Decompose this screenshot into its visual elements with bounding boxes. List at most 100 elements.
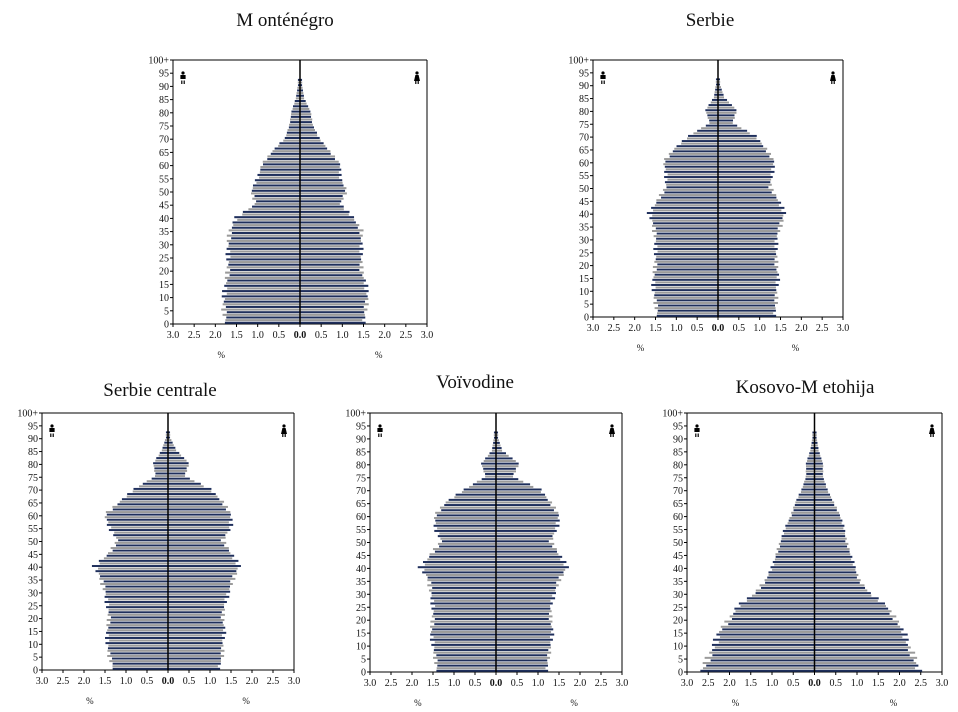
bar-right-age-14 [718, 278, 781, 281]
x-tick-label: 1.0 [204, 676, 217, 687]
bar-left-age-59 [434, 517, 496, 519]
bar-left-age-3 [702, 662, 815, 665]
bar-right-age-48 [300, 195, 343, 198]
bar-left-age-55 [259, 176, 300, 179]
bar-right-age-73 [300, 129, 315, 132]
bar-left-age-49 [437, 542, 496, 545]
bar-right-age-60 [168, 513, 231, 516]
bar-right-age-12 [814, 638, 909, 641]
chart-title: M onténégro [236, 10, 334, 31]
bar-left-age-91 [297, 81, 300, 84]
bar-right-age-34 [168, 580, 231, 583]
bar-left-age-46 [434, 550, 496, 553]
bar-left-age-70 [463, 488, 496, 491]
x-tick-label: 1.0 [251, 330, 264, 341]
bar-left-age-26 [430, 602, 496, 605]
bar-right-age-2 [168, 662, 221, 665]
bar-right-age-75 [168, 475, 186, 478]
bar-right-age-7 [718, 296, 779, 299]
y-tick-label: 50 [159, 188, 169, 199]
bar-left-age-62 [793, 509, 815, 512]
bar-left-age-25 [109, 603, 168, 606]
bar-right-age-80 [168, 462, 189, 465]
bar-left-age-89 [493, 439, 496, 442]
bar-left-age-39 [424, 568, 496, 571]
x-tick-label: 2.5 [385, 678, 398, 689]
bar-right-age-35 [718, 224, 783, 227]
bar-left-age-67 [126, 495, 168, 498]
x-tick-label: 1.5 [872, 678, 885, 689]
bar-left-age-80 [291, 110, 300, 113]
bar-left-age-19 [652, 266, 718, 268]
bar-left-age-52 [252, 184, 300, 187]
bar-right-age-12 [496, 638, 553, 641]
bar-right-age-26 [300, 253, 363, 256]
pyramid-voivodine: Voïvodine 0 5 10 15 20 25 30 35 40 45 50 55 60 65 70 75… [320, 372, 630, 710]
x-tick-label: 2.0 [378, 330, 391, 341]
y-tick-label: 5 [33, 653, 38, 664]
bar-left-age-55 [785, 527, 815, 530]
bar-left-age-34 [103, 580, 168, 583]
x-tick-label: 1.5 [357, 330, 370, 341]
bar-right-age-25 [300, 255, 361, 258]
y-tick-label: 15 [159, 280, 169, 291]
bar-left-age-9 [108, 644, 168, 647]
x-tick-label: 2.5 [267, 676, 280, 687]
bar-left-age-17 [720, 625, 815, 628]
bar-left-age-42 [242, 210, 300, 213]
y-tick-label: 70 [28, 486, 38, 497]
bar-right-age-61 [814, 511, 840, 514]
bar-right-age-23 [496, 610, 552, 613]
bar-left-age-41 [99, 562, 168, 565]
bar-left-age-45 [254, 202, 300, 205]
bar-right-age-63 [300, 155, 336, 158]
bar-right-age-16 [814, 628, 904, 631]
bar-right-age-41 [496, 563, 564, 566]
y-tick-label: 95 [28, 421, 38, 432]
bar-right-age-49 [814, 542, 849, 545]
y-tick-label: 40 [579, 210, 589, 221]
bar-left-age-54 [434, 529, 496, 532]
bar-left-age-82 [156, 457, 168, 460]
bar-right-age-43 [814, 558, 852, 561]
bar-right-age-19 [168, 619, 225, 621]
bar-left-age-50 [780, 540, 815, 543]
bar-right-age-57 [300, 171, 339, 174]
bar-right-age-29 [718, 240, 775, 243]
bar-left-age-5 [107, 654, 168, 657]
bar-right-age-53 [168, 531, 228, 534]
bar-right-age-89 [300, 86, 303, 89]
bar-left-age-34 [231, 232, 300, 235]
bar-right-age-92 [168, 431, 171, 434]
bar-left-age-8 [223, 300, 300, 303]
bar-left-age-49 [662, 188, 718, 191]
bar-right-age-2 [814, 664, 919, 667]
bar-left-age-90 [297, 84, 300, 87]
bar-left-age-11 [434, 641, 496, 644]
bar-left-age-55 [437, 527, 496, 530]
bar-left-age-54 [108, 529, 168, 532]
bar-right-age-36 [496, 576, 559, 579]
bar-right-age-72 [168, 482, 201, 485]
bar-right-age-3 [814, 662, 917, 665]
x-tick-label: 1.0 [670, 323, 683, 334]
bar-right-age-23 [718, 255, 778, 258]
bar-left-age-9 [224, 298, 300, 301]
bar-left-age-50 [118, 539, 168, 542]
bar-right-age-52 [168, 534, 226, 537]
bar-left-age-38 [422, 571, 496, 574]
bar-left-age-80 [481, 462, 496, 465]
bar-left-age-21 [431, 615, 496, 618]
x-tick-label: 2.5 [400, 330, 413, 341]
bar-left-age-6 [110, 652, 168, 655]
bar-right-age-28 [718, 242, 779, 245]
bar-left-age-63 [668, 152, 718, 155]
bar-left-age-22 [108, 611, 168, 614]
bar-left-age-60 [436, 514, 496, 517]
bar-right-age-45 [300, 202, 340, 205]
bar-left-age-33 [759, 584, 815, 587]
bar-left-age-68 [681, 140, 718, 143]
bar-right-age-35 [814, 579, 861, 582]
y-tick-label: 70 [356, 486, 366, 497]
x-tick-label: 2.0 [893, 678, 906, 689]
